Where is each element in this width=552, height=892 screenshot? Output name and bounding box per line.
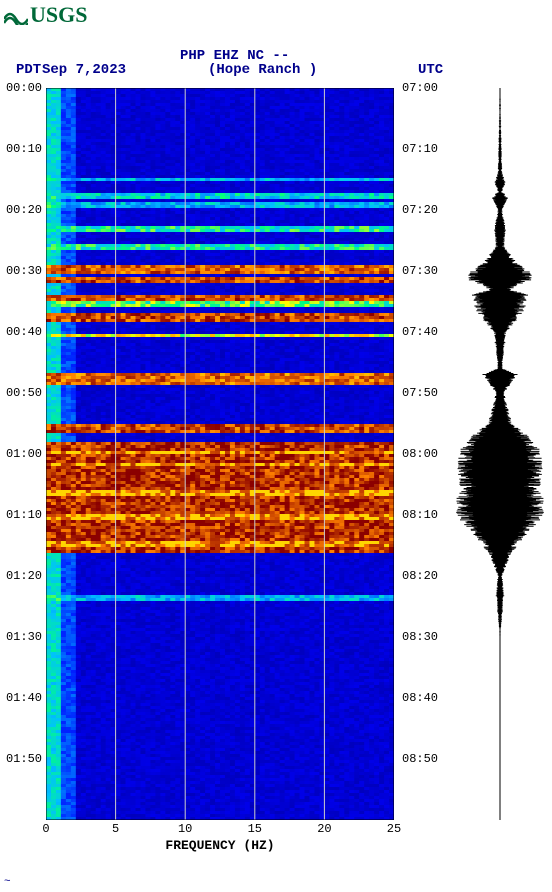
x-tick: 5 <box>96 822 136 836</box>
x-axis-label: FREQUENCY (HZ) <box>46 838 394 853</box>
y-tick-left: 00:00 <box>6 82 42 94</box>
y-tick-right: 07:40 <box>402 326 438 338</box>
x-axis: FREQUENCY (HZ) 0510152025 <box>46 822 394 862</box>
tz-left: PDT <box>16 62 41 78</box>
y-tick-right: 07:20 <box>402 204 438 216</box>
y-tick-left: 00:30 <box>6 265 42 277</box>
y-tick-left: 00:40 <box>6 326 42 338</box>
y-tick-left: 01:10 <box>6 509 42 521</box>
x-tick: 10 <box>165 822 205 836</box>
y-tick-right: 08:10 <box>402 509 438 521</box>
spectrogram <box>46 88 394 820</box>
location: (Hope Ranch ) <box>208 62 317 78</box>
y-tick-right: 07:10 <box>402 143 438 155</box>
y-tick-right: 08:50 <box>402 753 438 765</box>
y-tick-left: 01:00 <box>6 448 42 460</box>
y-tick-right: 08:20 <box>402 570 438 582</box>
footer-mark: ~ <box>4 876 11 888</box>
x-tick: 25 <box>374 822 414 836</box>
y-tick-left: 01:30 <box>6 631 42 643</box>
y-tick-left: 00:10 <box>6 143 42 155</box>
y-tick-left: 01:50 <box>6 753 42 765</box>
x-tick: 15 <box>235 822 275 836</box>
y-tick-right: 08:00 <box>402 448 438 460</box>
y-tick-right: 07:30 <box>402 265 438 277</box>
waveform-panel <box>452 88 548 820</box>
y-tick-left: 00:20 <box>6 204 42 216</box>
y-tick-left: 01:40 <box>6 692 42 704</box>
y-tick-right: 07:50 <box>402 387 438 399</box>
usgs-logo: USGS <box>4 2 87 28</box>
y-tick-left: 01:20 <box>6 570 42 582</box>
tz-right: UTC <box>418 62 443 78</box>
usgs-wave-icon <box>4 5 28 25</box>
x-tick: 0 <box>26 822 66 836</box>
x-tick: 20 <box>304 822 344 836</box>
y-tick-right: 08:30 <box>402 631 438 643</box>
y-tick-left: 00:50 <box>6 387 42 399</box>
logo-text: USGS <box>30 2 87 28</box>
y-tick-right: 08:40 <box>402 692 438 704</box>
y-tick-right: 07:00 <box>402 82 438 94</box>
date: Sep 7,2023 <box>42 62 126 78</box>
